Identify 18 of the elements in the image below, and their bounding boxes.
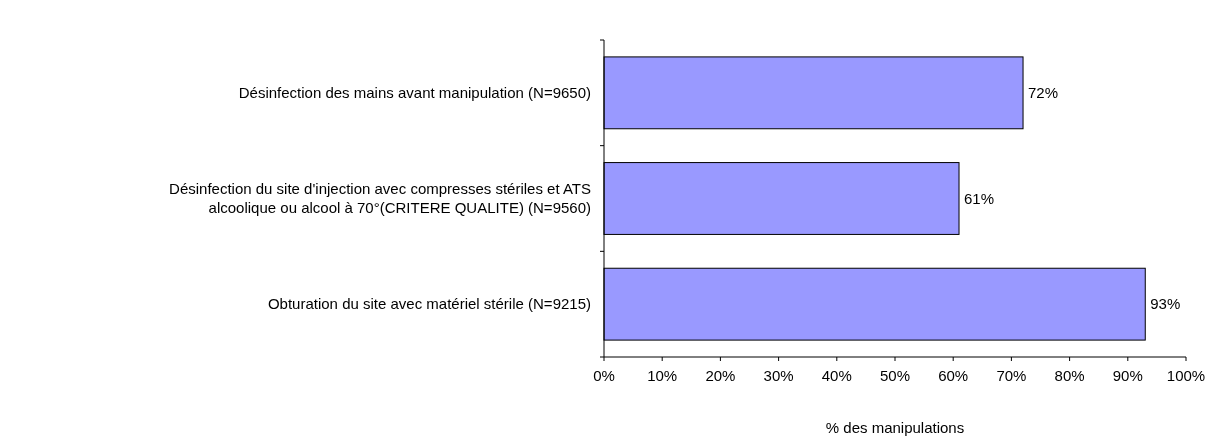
x-tick-label: 50%	[879, 367, 911, 384]
x-tick-label: 40%	[821, 367, 852, 384]
x-tick-label: 30%	[763, 367, 794, 384]
x-tick-label: 70%	[996, 367, 1027, 384]
x-tick-label: 90%	[1112, 367, 1143, 384]
data-label: 61%	[964, 189, 995, 207]
x-tick-label: 100%	[1166, 367, 1206, 384]
x-tick-label: 10%	[647, 367, 678, 384]
data-label: 93%	[1150, 295, 1181, 313]
data-label: 72%	[1028, 84, 1059, 102]
y-tick-label: Obturation du site avec matériel stérile (N=9215)	[267, 295, 591, 313]
x-tick-label: 60%	[938, 367, 969, 384]
x-axis-title: % des manipulations	[825, 419, 965, 436]
x-tick-label: 80%	[1054, 367, 1085, 384]
x-tick-label: 0%	[593, 367, 615, 384]
x-tick-label: 20%	[705, 367, 736, 384]
y-tick-label: Désinfection des mains avant manipulation (N=9650)	[238, 84, 591, 102]
y-tick-label: Désinfection du site d'injection avec compresses stériles et ATS alcoolique ou alcool à 70°(CRITERE QUALITE) (N=9560)	[169, 180, 591, 217]
